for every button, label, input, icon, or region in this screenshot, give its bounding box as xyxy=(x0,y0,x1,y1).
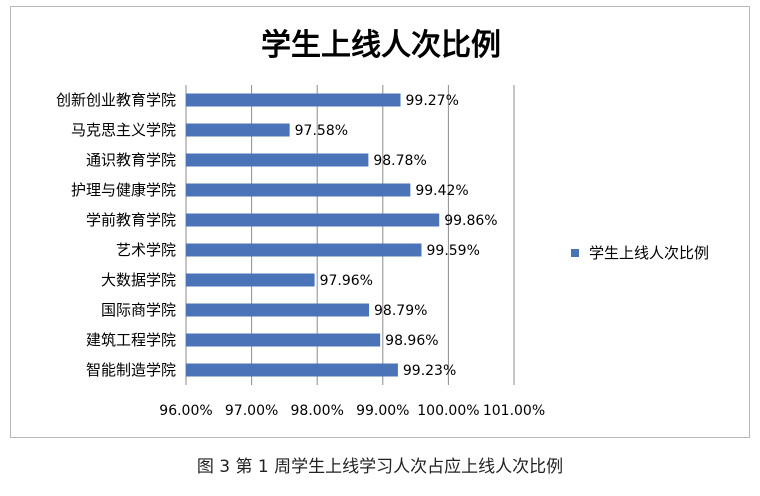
x-tick-label: 100.00% xyxy=(417,403,479,419)
category-label: 建筑工程学院 xyxy=(86,331,176,349)
x-tick-label: 96.00% xyxy=(159,403,212,419)
value-labels: 99.27% 97.58% 98.78% 99.42% 99.86% 99.59% 97.9… xyxy=(295,93,498,379)
x-tick-label: 97.00% xyxy=(225,403,278,419)
data-label: 99.42% xyxy=(415,183,468,199)
x-tick-label: 101.00% xyxy=(483,403,545,419)
data-label: 97.58% xyxy=(295,123,348,139)
data-label: 98.78% xyxy=(373,153,426,169)
chart-frame: 学生上线人次比例 创新创业教育学院马克思主义学院通识教育学院护理与健康学院学前教… xyxy=(10,6,750,438)
bar xyxy=(186,93,401,107)
data-label: 99.59% xyxy=(427,243,480,259)
chart-title: 学生上线人次比例 xyxy=(261,28,501,63)
data-label: 98.79% xyxy=(374,303,427,319)
bar xyxy=(186,303,370,317)
category-label: 艺术学院 xyxy=(116,241,176,259)
category-label: 智能制造学院 xyxy=(86,361,176,379)
legend-swatch xyxy=(571,249,579,257)
x-tick-labels: 96.00% 97.00% 98.00% 99.00% 100.00% 101.00% xyxy=(159,403,545,419)
category-label: 创新创业教育学院 xyxy=(56,91,176,109)
data-label: 99.23% xyxy=(403,363,456,379)
bar-series xyxy=(186,93,440,377)
category-label: 护理与健康学院 xyxy=(71,181,176,199)
legend: 学生上线人次比例 xyxy=(571,244,709,262)
bar xyxy=(186,273,315,287)
category-label: 大数据学院 xyxy=(101,271,176,289)
bar-chart: 学生上线人次比例 创新创业教育学院马克思主义学院通识教育学院护理与健康学院学前教… xyxy=(56,28,709,419)
category-label: 马克思主义学院 xyxy=(71,121,176,139)
data-label: 98.96% xyxy=(385,333,438,349)
bar xyxy=(186,183,411,197)
figure-caption: 图 3 第 1 周学生上线学习人次占应上线人次比例 xyxy=(196,457,564,477)
bar xyxy=(186,243,422,257)
data-label: 97.96% xyxy=(320,273,373,289)
bar xyxy=(186,153,369,167)
bar xyxy=(186,333,381,347)
category-label: 国际商学院 xyxy=(101,301,176,319)
x-tick-label: 99.00% xyxy=(356,403,409,419)
x-tick-label: 98.00% xyxy=(291,403,344,419)
legend-label: 学生上线人次比例 xyxy=(589,244,709,262)
bar xyxy=(186,213,440,227)
bar xyxy=(186,363,398,377)
data-label: 99.27% xyxy=(406,93,459,109)
category-label: 学前教育学院 xyxy=(86,211,176,229)
data-label: 99.86% xyxy=(444,213,497,229)
category-label: 通识教育学院 xyxy=(86,151,176,169)
category-labels: 创新创业教育学院马克思主义学院通识教育学院护理与健康学院学前教育学院艺术学院大数… xyxy=(56,91,176,379)
bar xyxy=(186,123,290,137)
